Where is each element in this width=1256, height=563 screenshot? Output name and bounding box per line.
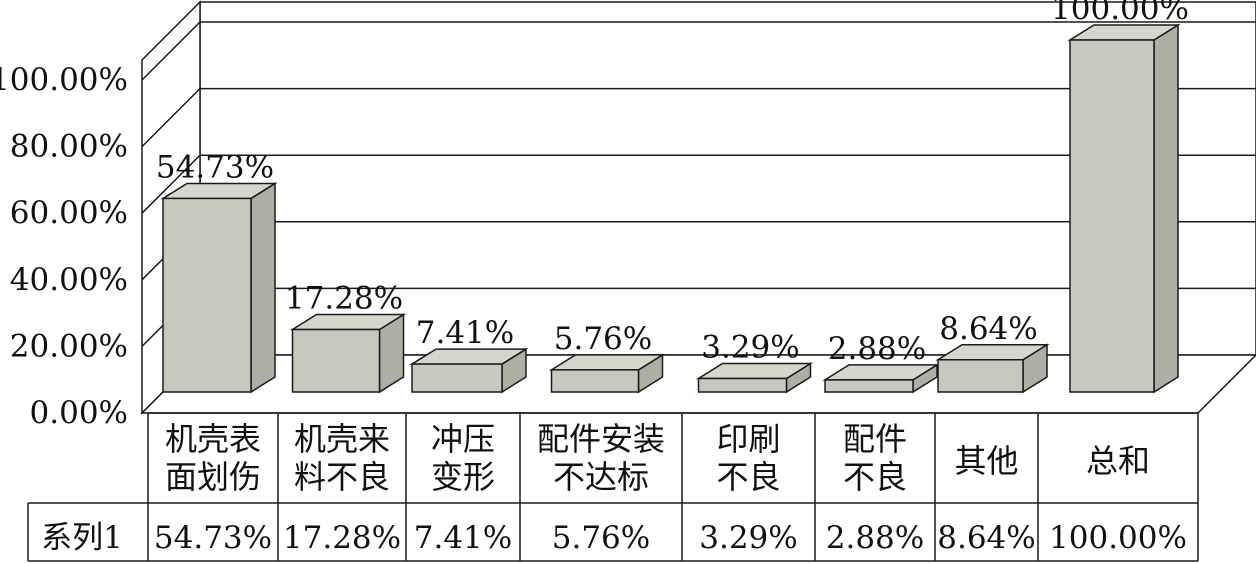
table-value-cell: 7.41% <box>414 520 512 556</box>
bar <box>160 182 278 394</box>
category-label: 不良 <box>716 458 780 496</box>
bar <box>822 363 940 394</box>
category-label: 配件 <box>843 420 907 458</box>
y-tick-label: 60.00% <box>10 195 128 231</box>
category-label: 料不良 <box>294 458 390 496</box>
bar-front <box>550 369 640 393</box>
data-label: 5.76% <box>554 321 652 357</box>
table-series-name: 系列1 <box>41 520 123 556</box>
data-label: 2.88% <box>828 331 926 367</box>
bar <box>1067 23 1181 394</box>
bar-front <box>1069 39 1155 393</box>
bar-front <box>411 363 503 393</box>
category-label: 配件安装 <box>537 420 665 458</box>
data-label: 54.73% <box>156 149 274 185</box>
gridline <box>141 21 1256 81</box>
data-label: 8.64% <box>939 311 1037 347</box>
bar <box>289 313 407 394</box>
bar-front <box>937 359 1024 393</box>
bar-front <box>697 377 788 393</box>
table-value-cell: 100.00% <box>1049 520 1187 556</box>
category-label: 冲压 <box>431 420 495 458</box>
gridline <box>141 87 1256 148</box>
category-label: 机壳表 <box>165 420 261 458</box>
bar-side <box>1153 23 1179 394</box>
data-label: 7.41% <box>416 315 514 351</box>
bar <box>695 362 814 394</box>
y-tick-label: 40.00% <box>10 262 128 298</box>
category-label: 不达标 <box>553 458 649 496</box>
bar-front <box>162 197 252 393</box>
data-label: 17.28% <box>285 281 403 317</box>
bars <box>160 23 1181 394</box>
data-label: 3.29% <box>701 329 799 365</box>
table-value-cell: 8.64% <box>937 520 1035 556</box>
bar-front <box>824 379 914 393</box>
bar <box>548 353 666 394</box>
y-axis: 0.00% 20.00% 40.00% 60.00% 80.00% 100.00% <box>0 62 128 431</box>
y-tick-label: 20.00% <box>10 328 128 364</box>
y-tick-label: 0.00% <box>30 395 128 431</box>
category-label: 总和 <box>1086 442 1150 480</box>
y-tick-label: 80.00% <box>10 129 128 165</box>
category-label: 机壳来 <box>294 420 390 458</box>
bar-front <box>291 328 381 393</box>
table-value-cell: 2.88% <box>826 520 924 556</box>
category-label: 印刷 <box>716 420 780 458</box>
data-label: 100.00% <box>1051 0 1189 27</box>
category-label: 变形 <box>431 458 495 496</box>
category-label: 其他 <box>954 442 1018 480</box>
bar-side <box>250 182 276 394</box>
table-value-cell: 17.28% <box>283 520 401 556</box>
bar <box>409 347 529 394</box>
bar <box>935 343 1050 394</box>
category-label: 不良 <box>843 458 907 496</box>
table-value-cell: 5.76% <box>552 520 650 556</box>
data-labels: 54.73% 17.28% 7.41% 5.76% 3.29% 2.88% 8.64% 100… <box>156 0 1189 367</box>
table-value-cell: 3.29% <box>699 520 797 556</box>
y-tick-label: 100.00% <box>0 62 128 98</box>
table-value-cell: 54.73% <box>154 520 272 556</box>
category-label: 面划伤 <box>165 458 261 496</box>
gridline <box>141 154 1256 214</box>
